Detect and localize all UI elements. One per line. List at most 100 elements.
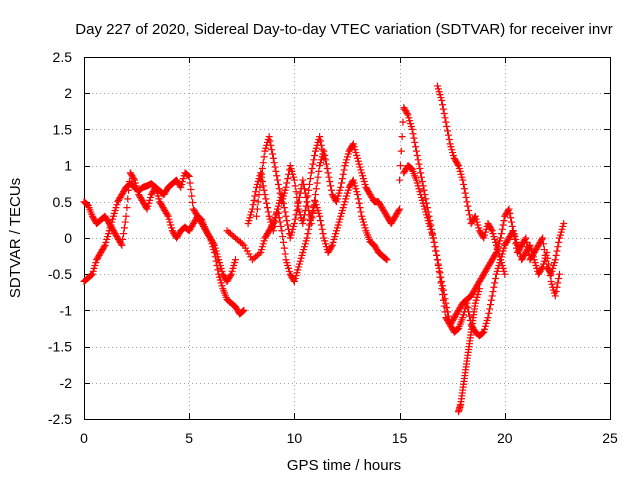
data-point (442, 299, 450, 307)
data-point-interp (417, 173, 425, 181)
x-tick-label: 10 (287, 430, 303, 446)
data-point-interp (280, 204, 288, 212)
data-point-interp (256, 183, 264, 191)
data-point-interp (538, 264, 546, 272)
data-point-interp (312, 185, 320, 193)
data-point-interp (188, 192, 196, 200)
data-point (396, 205, 404, 213)
data-point-interp (291, 215, 299, 223)
data-point (337, 183, 345, 191)
data-point-interp (433, 251, 441, 259)
data-point-interp (506, 209, 514, 217)
data-point-interp (120, 230, 128, 238)
data-point-interp (348, 178, 356, 186)
data-point-interp (87, 272, 95, 280)
data-point-interp (186, 179, 194, 187)
data-point-interp (397, 147, 405, 155)
data-point-interp (465, 211, 473, 219)
data-point-interp (311, 151, 319, 159)
data-point-interp (273, 172, 281, 180)
data-point-interp (249, 201, 257, 209)
data-point-interp (304, 192, 312, 200)
data-point-interp (250, 196, 258, 204)
data-point-interp (545, 260, 553, 268)
data-point-interp (420, 186, 428, 194)
data-point (408, 125, 416, 133)
data-point (463, 198, 471, 206)
data-point (307, 169, 315, 177)
data-point-interp (318, 225, 326, 233)
data-point-interp (306, 180, 314, 188)
x-tick-label: 25 (602, 430, 618, 446)
data-point-interp (439, 101, 447, 109)
data-point (476, 285, 484, 293)
data-point-interp (430, 238, 438, 246)
data-point-interp (264, 208, 272, 216)
data-point-interp (317, 141, 325, 149)
data-point (522, 234, 530, 242)
data-point-interp (399, 118, 407, 126)
data-point-interp (444, 127, 452, 135)
data-point-interp (316, 137, 324, 145)
data-point-interp (507, 214, 515, 222)
data-point-interp (415, 160, 423, 168)
data-point-interp (398, 133, 406, 141)
data-point-interp (123, 204, 131, 212)
data-point (122, 212, 130, 220)
data-point-interp (214, 266, 222, 274)
data-point (303, 234, 311, 242)
data-point-interp (508, 228, 516, 236)
data-point-interp (263, 199, 271, 207)
data-point-interp (302, 202, 310, 210)
data-point-interp (254, 198, 262, 206)
x-axis: 0 5 10 15 20 25 (80, 57, 618, 446)
data-point-interp (453, 326, 461, 334)
data-point (463, 299, 471, 307)
data-point-interp (434, 260, 442, 268)
data-point-interp (311, 196, 319, 204)
data-point-interp (309, 208, 317, 216)
data-point-interp (253, 205, 261, 213)
data-point-interp (226, 272, 234, 280)
data-point-interp (538, 235, 546, 243)
data-point-interp (280, 244, 288, 252)
data-point-interp (184, 171, 192, 179)
data-point (324, 169, 332, 177)
data-point-interp (444, 131, 452, 139)
data-point-interp (422, 195, 430, 203)
data-point-interp (275, 185, 283, 193)
data-point-interp (410, 134, 418, 142)
data-point-interp (258, 170, 266, 178)
data-point-interp (354, 195, 362, 203)
series-track-i (455, 285, 484, 416)
data-point-interp (444, 312, 452, 320)
data-point-interp (462, 193, 470, 201)
x-tick-label: 15 (392, 430, 408, 446)
data-point-interp (258, 164, 266, 172)
data-point-interp (316, 217, 324, 225)
data-point (354, 191, 362, 199)
data-point-interp (431, 243, 439, 251)
data-point-interp (525, 243, 533, 251)
data-point-interp (554, 243, 562, 251)
y-tick-label: 0.5 (53, 194, 73, 210)
y-tick-label: 1 (64, 158, 72, 174)
data-point (442, 118, 450, 126)
data-point-interp (259, 182, 267, 190)
data-point-interp (319, 150, 327, 158)
data-point-interp (461, 189, 469, 197)
data-point-interp (396, 162, 404, 170)
data-point-interp (409, 130, 417, 138)
x-axis-title: GPS time / hours (287, 457, 401, 474)
data-point-interp (437, 273, 445, 281)
data-point-interp (322, 156, 330, 164)
data-point-interp (395, 206, 403, 214)
data-point (429, 234, 437, 242)
data-point-interp (490, 283, 498, 291)
data-point (290, 176, 298, 184)
data-point-interp (270, 222, 278, 230)
data-point-interp (271, 218, 279, 226)
series-track-b (80, 169, 239, 285)
data-point-interp (260, 186, 268, 194)
data-point (185, 172, 193, 180)
